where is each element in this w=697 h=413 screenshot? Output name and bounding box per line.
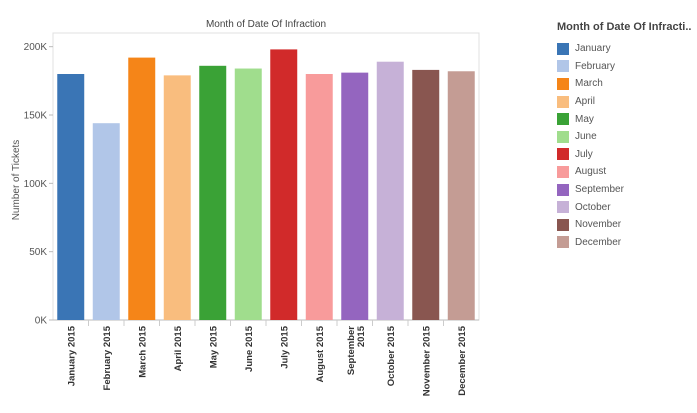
legend-item-july[interactable]: July [557, 146, 697, 164]
bar-june[interactable] [234, 68, 262, 321]
x-tick-label: April 2015 [173, 325, 184, 371]
x-tick-label: May 2015 [208, 325, 219, 368]
legend-label: November [575, 219, 622, 231]
legend-label: February [575, 60, 616, 72]
y-tick-label: 0K [35, 316, 48, 327]
legend-item-september[interactable]: September [557, 181, 697, 199]
bar-august[interactable] [305, 74, 333, 320]
bar-january[interactable] [57, 74, 85, 320]
x-tick-label-line: August 2015 [315, 325, 326, 382]
chart-title: Month of Date Of Infraction [206, 19, 326, 30]
legend-item-october[interactable]: October [557, 198, 697, 216]
y-axis-ticks: 0K 50K 100K 150K 200K [24, 42, 53, 327]
legend-item-january[interactable]: January [557, 40, 697, 58]
x-tick-label: September2015 [346, 325, 367, 375]
y-axis-label: Number of Tickets [11, 140, 22, 221]
legend-title: Month of Date Of Infracti.. [557, 21, 692, 33]
x-tick-label: February 2015 [102, 325, 113, 390]
legend-item-december[interactable]: December [557, 234, 697, 252]
x-tick-label-line: November 2015 [421, 325, 432, 396]
legend-label: April [575, 96, 596, 108]
legend-label: October [575, 201, 611, 213]
y-tick-label: 50K [29, 247, 47, 258]
x-tick-label: March 2015 [137, 325, 148, 377]
bar-october[interactable] [376, 61, 404, 320]
x-tick-label-line: April 2015 [173, 325, 184, 371]
bar-december[interactable] [447, 71, 475, 321]
x-tick-label: December 2015 [457, 325, 468, 395]
bar-february[interactable] [92, 123, 120, 320]
legend-label: July [575, 148, 593, 160]
x-tick-label-line: May 2015 [208, 325, 219, 368]
legend-swatch [557, 130, 569, 143]
legend-swatch [557, 77, 569, 90]
x-tick-label: November 2015 [421, 325, 432, 396]
x-tick-label-line: February 2015 [102, 325, 113, 390]
legend: Month of Date Of Infracti.. January Febru… [557, 20, 697, 251]
legend-label: September [575, 184, 624, 196]
legend-item-march[interactable]: March [557, 75, 697, 93]
x-tick-label-line: June 2015 [244, 325, 255, 372]
legend-label: March [575, 78, 603, 90]
legend-swatch [557, 42, 569, 55]
x-tick-label-line: 2015 [356, 325, 367, 347]
x-axis-ticks: January 2015 February 2015 March 2015 April… [66, 320, 468, 396]
y-tick-label: 200K [24, 42, 48, 53]
legend-item-february[interactable]: February [557, 58, 697, 76]
bar-march[interactable] [128, 57, 156, 320]
legend-swatch [557, 201, 569, 214]
bar-july[interactable] [270, 49, 298, 321]
x-tick-label-line: October 2015 [386, 325, 397, 386]
legend-label: January [575, 43, 611, 55]
bar-november[interactable] [412, 69, 440, 321]
legend-swatch [557, 148, 569, 161]
x-tick-label-line: July 2015 [279, 325, 290, 368]
legend-label: August [575, 166, 607, 178]
legend-swatch [557, 218, 569, 231]
legend-label: June [575, 131, 597, 143]
x-tick-label-line: December 2015 [457, 325, 468, 395]
x-tick-label: October 2015 [386, 325, 397, 386]
legend-label: December [575, 236, 622, 248]
x-tick-label: January 2015 [66, 325, 77, 386]
legend-label: May [575, 113, 594, 125]
legend-swatch [557, 165, 569, 178]
y-tick-label: 100K [24, 179, 48, 190]
legend-item-november[interactable]: November [557, 216, 697, 234]
x-tick-label: July 2015 [279, 325, 290, 368]
legend-item-may[interactable]: May [557, 110, 697, 128]
bar-september[interactable] [341, 72, 369, 320]
bar-april[interactable] [163, 75, 191, 320]
legend-item-august[interactable]: August [557, 163, 697, 181]
legend-item-april[interactable]: April [557, 93, 697, 111]
legend-swatch [557, 95, 569, 108]
legend-swatch [557, 113, 569, 126]
bar-may[interactable] [199, 65, 227, 320]
x-tick-label-line: March 2015 [137, 325, 148, 377]
legend-items: January February March April May June July Augu… [557, 40, 697, 251]
y-tick-label: 150K [24, 111, 48, 122]
bars [57, 49, 475, 321]
legend-item-june[interactable]: June [557, 128, 697, 146]
legend-swatch [557, 183, 569, 196]
x-tick-label-line: January 2015 [66, 325, 77, 386]
legend-swatch [557, 60, 569, 73]
x-tick-label: August 2015 [315, 325, 326, 382]
legend-swatch [557, 236, 569, 249]
x-tick-label: June 2015 [244, 325, 255, 372]
x-tick-label-line: September [346, 326, 357, 375]
